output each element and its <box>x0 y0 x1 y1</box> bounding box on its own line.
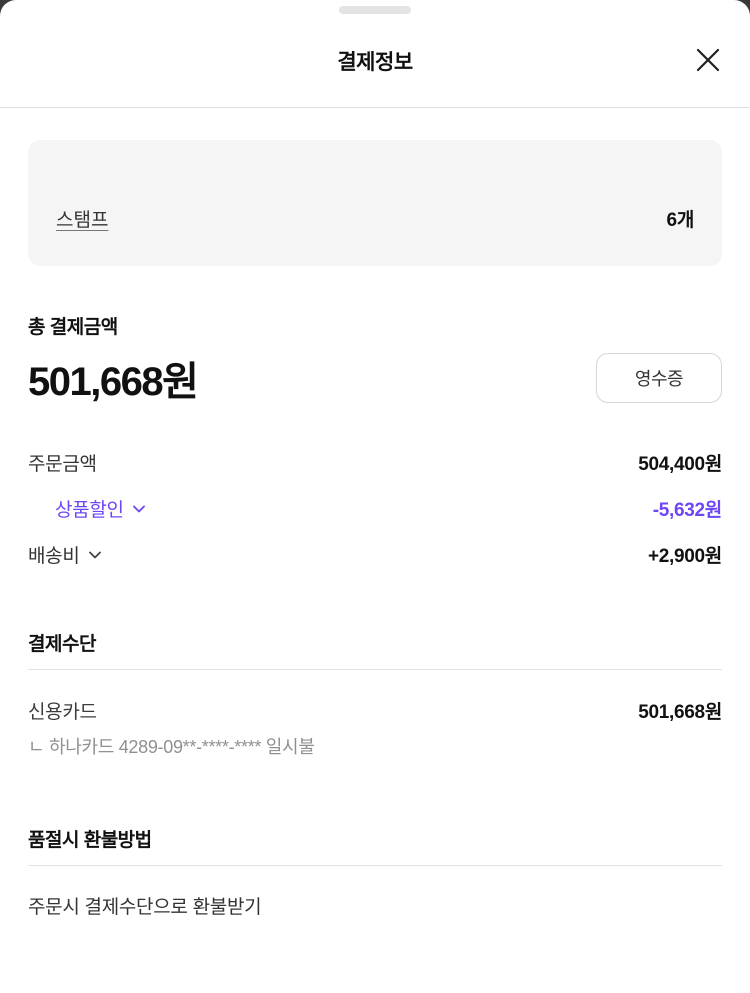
stamp-box: 스탬프 6개 <box>28 140 722 266</box>
card-detail: ㄴ 하나카드 4289-09**-****-**** 일시불 <box>28 737 315 757</box>
payment-method-name: 신용카드 <box>28 702 97 723</box>
refund-section: 품절시 환불방법 주문시 결제수단으로 환불받기 <box>28 825 722 919</box>
product-discount-row: 상품할인 -5,632원 <box>28 485 722 531</box>
chevron-down-icon <box>132 505 145 513</box>
product-discount-value: -5,632원 <box>652 499 723 521</box>
close-button[interactable] <box>688 40 728 80</box>
stamp-label[interactable]: 스탬프 <box>56 210 109 231</box>
shipping-fee-value: +2,900원 <box>647 545 722 567</box>
order-amount-row: 주문금액 504,400원 <box>28 439 722 485</box>
refund-text: 주문시 결제수단으로 환불받기 <box>28 897 262 918</box>
sheet-content: 스탬프 6개 총 결제금액 501,668원 영수증 주문금액 504,400원… <box>0 140 750 919</box>
payment-method-amount: 501,668원 <box>638 702 722 723</box>
order-amount-value: 504,400원 <box>638 453 722 475</box>
total-payment-section: 총 결제금액 501,668원 영수증 <box>28 312 722 404</box>
stamp-count: 6개 <box>666 210 695 231</box>
receipt-button[interactable]: 영수증 <box>596 353 722 403</box>
shipping-fee-toggle[interactable]: 배송비 <box>28 541 103 568</box>
total-payment-row: 501,668원 영수증 <box>28 353 722 404</box>
close-icon <box>696 48 720 72</box>
sheet-header: 결제정보 <box>0 0 750 108</box>
refund-heading: 품절시 환불방법 <box>28 825 722 866</box>
payment-method-row: 신용카드 501,668원 <box>28 697 722 724</box>
price-breakdown: 주문금액 504,400원 상품할인 -5,632원 배송비 <box>28 439 722 577</box>
chevron-down-icon <box>88 551 101 559</box>
total-payment-label: 총 결제금액 <box>28 317 118 338</box>
order-amount-label: 주문금액 <box>28 453 97 475</box>
shipping-fee-row: 배송비 +2,900원 <box>28 531 722 577</box>
payment-method-section: 결제수단 신용카드 501,668원 ㄴ 하나카드 4289-09**-****… <box>28 629 722 759</box>
page-title: 결제정보 <box>337 50 413 74</box>
total-payment-amount: 501,668원 <box>28 360 199 404</box>
drag-handle[interactable] <box>339 6 411 14</box>
payment-method-heading: 결제수단 <box>28 629 722 670</box>
product-discount-toggle[interactable]: 상품할인 <box>28 495 147 522</box>
